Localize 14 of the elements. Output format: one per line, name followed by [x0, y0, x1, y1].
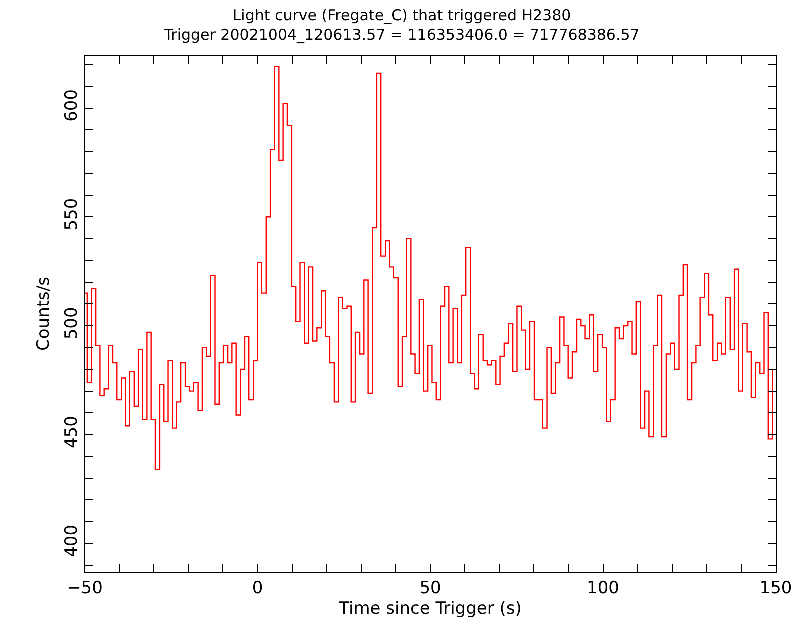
x-tick-label: 150 — [760, 578, 792, 598]
y-tick-label: 500 — [62, 307, 82, 340]
chart-subtitle: Trigger 20021004_120613.57 = 116353406.0 = 717768386.57 — [163, 26, 640, 44]
x-tick-label: 50 — [420, 578, 442, 598]
x-axis-title: Time since Trigger (s) — [338, 598, 522, 619]
y-tick-label: 550 — [62, 198, 82, 231]
y-tick-label: 400 — [62, 524, 82, 558]
x-tick-label: 100 — [587, 578, 620, 598]
y-tick-label: 450 — [62, 416, 82, 449]
chart-title: Light curve (Fregate_C) that triggered H2380 — [232, 6, 572, 24]
x-tick-label: −50 — [67, 578, 103, 598]
y-axis-title: Counts/s — [34, 276, 54, 351]
y-tick-label: 600 — [62, 89, 82, 122]
x-tick-label: 0 — [252, 578, 264, 598]
